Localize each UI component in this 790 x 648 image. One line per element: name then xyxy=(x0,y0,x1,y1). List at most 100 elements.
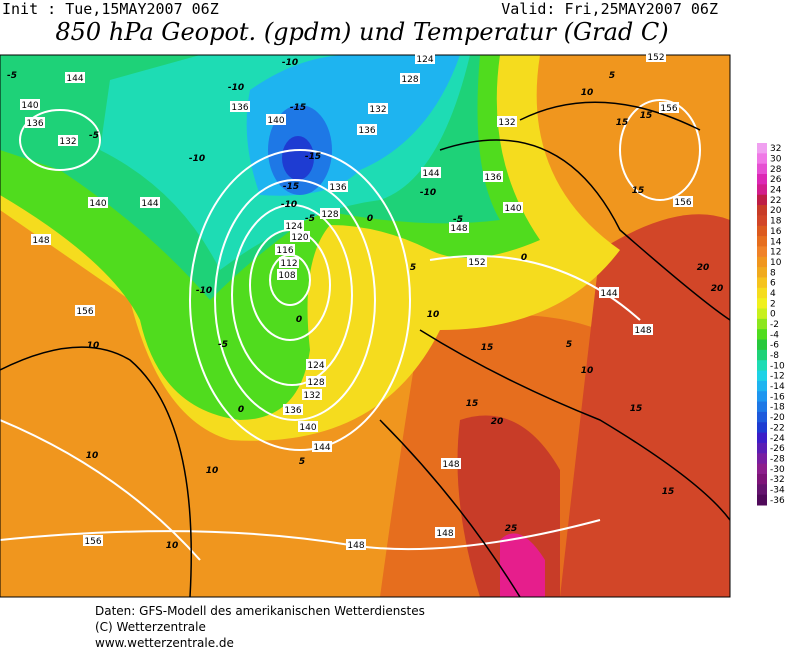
colorbar-label: 0 xyxy=(770,310,776,320)
footer-line: Daten: GFS-Modell des amerikanischen Wet… xyxy=(95,604,425,618)
height-label-box xyxy=(503,202,523,213)
colorbar-label: -16 xyxy=(770,392,785,402)
height-label: 136 xyxy=(329,183,346,193)
height-label-box xyxy=(357,124,377,135)
temperature-label: -5 xyxy=(218,340,228,350)
temperature-label: 10 xyxy=(581,88,594,98)
height-label: 148 xyxy=(450,224,467,234)
colorbar-swatch xyxy=(757,411,767,423)
height-label-box xyxy=(306,359,326,370)
height-label-box xyxy=(83,535,103,546)
field-peak xyxy=(500,533,545,597)
height-label: 112 xyxy=(280,259,297,269)
temperature-label: -15 xyxy=(290,103,306,113)
colorbar-swatch xyxy=(757,380,767,392)
colorbar-swatch xyxy=(757,432,767,444)
height-label-box xyxy=(279,257,299,268)
colorbar-label: -8 xyxy=(770,351,779,361)
temperature-label: 20 xyxy=(697,263,710,273)
colorbar-swatch xyxy=(757,184,767,196)
colorbar-swatch xyxy=(757,463,767,475)
colorbar-swatch xyxy=(757,194,767,206)
colorbar-label: -10 xyxy=(770,361,785,371)
temperature-label: -10 xyxy=(420,188,436,198)
temperature-label: 15 xyxy=(481,343,494,353)
temperature-label: 20 xyxy=(491,417,504,427)
height-label-box xyxy=(368,103,388,114)
colorbar-swatch xyxy=(757,453,767,465)
colorbar-swatch xyxy=(757,174,767,185)
height-label: 116 xyxy=(276,246,293,256)
colorbar-swatch xyxy=(757,442,767,454)
colorbar-swatch xyxy=(757,256,767,268)
height-label-box xyxy=(415,53,435,64)
height-label-box xyxy=(633,324,653,335)
height-label-box xyxy=(449,222,469,233)
colorbar-swatch xyxy=(757,339,767,351)
height-label: 144 xyxy=(141,199,158,209)
colorbar-swatch xyxy=(757,473,767,485)
height-label: 132 xyxy=(303,391,320,401)
temperature-label: 10 xyxy=(166,541,179,551)
temperature-label: 10 xyxy=(581,366,594,376)
height-label-box xyxy=(31,234,51,245)
height-label-box xyxy=(497,116,517,127)
height-label-box xyxy=(421,167,441,178)
temperature-label: 0 xyxy=(367,214,373,224)
temperature-label: 15 xyxy=(616,118,629,128)
height-label: 132 xyxy=(498,118,515,128)
height-label-box xyxy=(320,208,340,219)
colorbar-swatch xyxy=(757,143,767,154)
height-label: 144 xyxy=(422,169,439,179)
height-label: 108 xyxy=(278,271,295,281)
height-label-box xyxy=(400,73,420,84)
temperature-label: 10 xyxy=(427,310,440,320)
colorbar-label: 12 xyxy=(770,248,781,258)
colorbar-label: -2 xyxy=(770,320,779,330)
colorbar-swatch xyxy=(757,308,767,320)
height-label: 140 xyxy=(267,116,284,126)
height-label-box xyxy=(65,72,85,83)
height-label-box xyxy=(277,269,297,280)
colorbar-label: -34 xyxy=(770,485,785,495)
height-label-box xyxy=(659,102,679,113)
height-label-box xyxy=(58,135,78,146)
colorbar-label: 10 xyxy=(770,258,782,268)
temperature-label: 15 xyxy=(640,111,653,121)
temperature-label: 0 xyxy=(238,405,244,415)
temperature-label: 10 xyxy=(206,466,219,476)
height-label: 124 xyxy=(416,55,433,65)
map-title: 850 hPa Geopot. (gpdm) und Temperatur (G… xyxy=(55,18,668,46)
colorbar-label: 16 xyxy=(770,227,782,237)
height-label: 148 xyxy=(442,460,459,470)
height-label: 128 xyxy=(307,378,324,388)
height-label: 156 xyxy=(76,307,93,317)
colorbar-label: -22 xyxy=(770,423,785,433)
colorbar-label: 24 xyxy=(770,186,782,196)
height-label-box xyxy=(306,376,326,387)
height-label: 148 xyxy=(436,529,453,539)
colorbar-swatch xyxy=(757,484,767,496)
temperature-label: -10 xyxy=(189,154,205,164)
temperature-label: -10 xyxy=(196,286,212,296)
colorbar-label: 32 xyxy=(770,144,781,154)
colorbar-label: 14 xyxy=(770,237,782,247)
height-label: 148 xyxy=(32,236,49,246)
map xyxy=(0,54,731,598)
height-label-box xyxy=(673,196,693,207)
height-label-box xyxy=(20,99,40,110)
footer-line: (C) Wetterzentrale xyxy=(95,620,206,634)
height-label-box xyxy=(25,117,45,128)
height-label: 156 xyxy=(660,104,677,114)
height-label: 140 xyxy=(299,423,316,433)
colorbar-swatch xyxy=(757,370,767,382)
colorbar-label: 4 xyxy=(770,289,776,299)
colorbar-label: -36 xyxy=(770,496,785,506)
temperature-label: 15 xyxy=(632,186,645,196)
temperature-label: 0 xyxy=(296,315,302,325)
height-label: 144 xyxy=(313,443,330,453)
colorbar-swatch xyxy=(757,267,767,278)
colorbar-label: 20 xyxy=(770,206,782,216)
height-label: 136 xyxy=(358,126,375,136)
